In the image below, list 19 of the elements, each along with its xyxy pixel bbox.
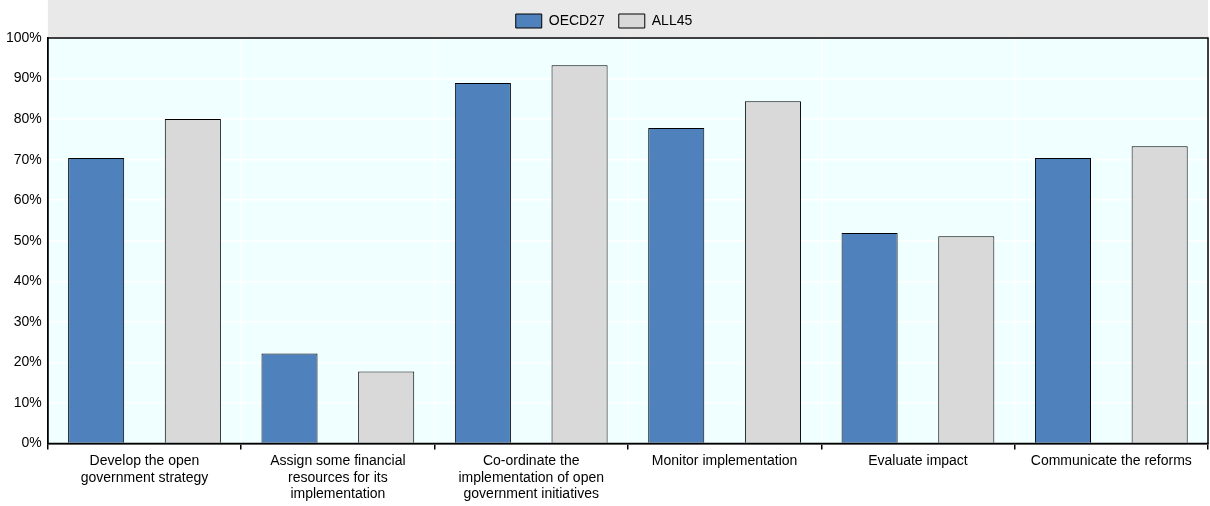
x-tick-label: Assign some financial resources for its implementation bbox=[270, 451, 406, 502]
y-tick-label: 90% bbox=[13, 69, 42, 86]
legend-label: OECD27 bbox=[548, 11, 605, 28]
y-tick-label: 10% bbox=[13, 393, 42, 410]
x-tick-label: Develop the open government strategy bbox=[80, 451, 209, 485]
y-tick-label: 40% bbox=[13, 272, 42, 289]
x-tick-label: Evaluate impact bbox=[868, 451, 968, 468]
y-tick-label: 100% bbox=[5, 28, 42, 45]
y-tick-label: 60% bbox=[13, 191, 42, 208]
y-tick-label: 30% bbox=[13, 312, 42, 329]
y-tick-label: 0% bbox=[21, 434, 42, 451]
y-tick-label: 50% bbox=[13, 231, 42, 248]
x-tick-label: Monitor implementation bbox=[651, 451, 798, 468]
x-tick-label: Communicate the reforms bbox=[1030, 451, 1192, 468]
x-tick-label: Co-ordinate the implementation of open government initiatives bbox=[458, 451, 604, 502]
y-tick-label: 80% bbox=[13, 109, 42, 126]
y-tick-label: 20% bbox=[13, 353, 42, 370]
y-tick-label: 70% bbox=[13, 150, 42, 167]
legend-label: ALL45 bbox=[651, 11, 693, 28]
